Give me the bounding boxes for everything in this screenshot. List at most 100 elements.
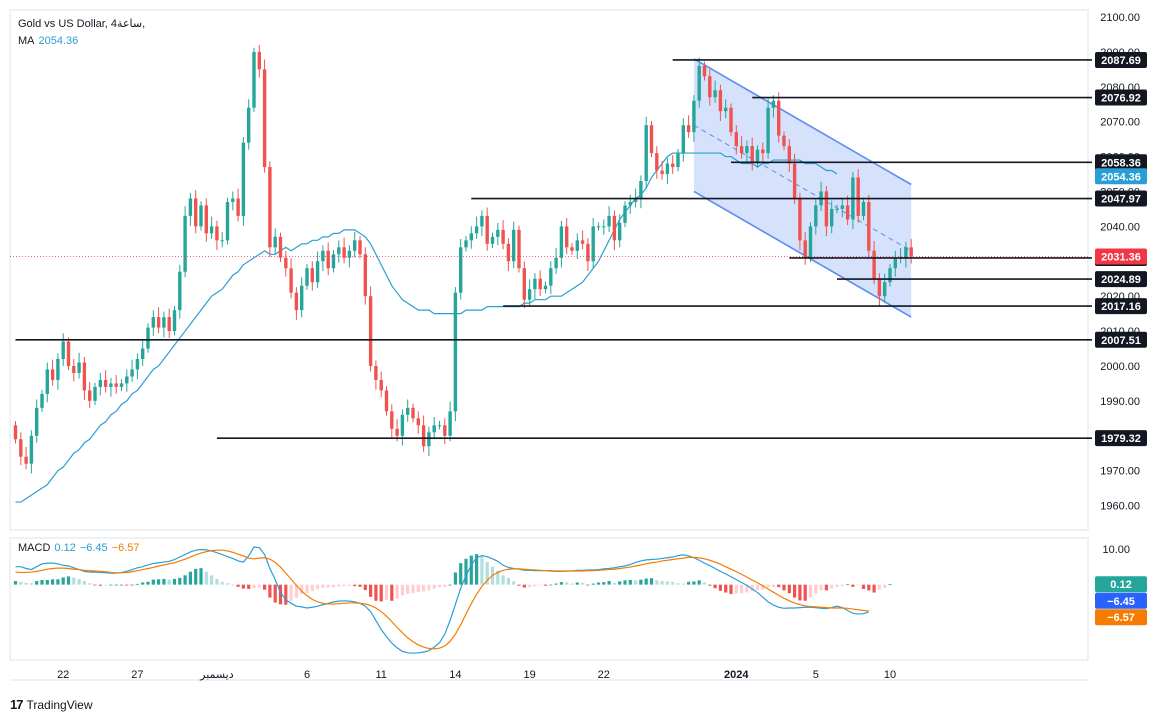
macd-hist-bar <box>432 584 436 589</box>
candle <box>803 231 807 265</box>
candle-body <box>888 268 892 283</box>
macd-hist-bar <box>628 579 632 585</box>
macd-hist-bar <box>623 580 627 585</box>
candle <box>602 219 606 235</box>
candle-body <box>480 215 484 227</box>
candle <box>501 220 505 250</box>
candle-body <box>570 247 574 251</box>
candle-body <box>761 149 765 154</box>
candle <box>125 369 129 392</box>
candle <box>660 160 664 180</box>
candle-body <box>305 268 309 286</box>
time-tick-label: 10 <box>884 669 896 681</box>
candle <box>527 279 532 306</box>
horizontal-levels[interactable] <box>10 59 1092 439</box>
candle-body <box>321 250 325 262</box>
macd-label: MACD <box>18 542 51 554</box>
symbol-title[interactable]: Gold vs US Dollar, 4ساعة, <box>18 18 146 30</box>
candle <box>421 415 426 452</box>
candle-body <box>209 226 214 234</box>
candle <box>443 418 447 445</box>
candle-body <box>194 198 198 227</box>
candle <box>315 251 320 288</box>
candle-body <box>130 369 134 377</box>
ma-line <box>15 152 838 503</box>
candle-body <box>580 240 585 244</box>
tradingview-branding[interactable]: 17 TradingView <box>10 697 93 712</box>
macd-hist-bar <box>310 584 314 592</box>
level-badge: 1979.32 <box>1095 430 1147 447</box>
macd-hist-bar <box>257 584 261 588</box>
macd-hist-bar <box>130 584 134 586</box>
candle <box>681 118 685 162</box>
macd-hist-bar <box>718 584 722 591</box>
macd-hist-bar <box>740 584 744 594</box>
candle <box>676 148 680 172</box>
candle-body <box>358 240 362 255</box>
candle <box>702 61 707 81</box>
macd-hist-bar <box>634 580 638 585</box>
macd-badge: 0.12 <box>1095 576 1147 593</box>
macd-hist-bar <box>708 584 712 586</box>
macd-hist-bar <box>51 579 55 585</box>
candle <box>411 403 415 423</box>
candle <box>485 207 489 251</box>
candle-body <box>416 418 420 426</box>
candle <box>167 308 171 339</box>
macd-hist-bar <box>167 579 171 585</box>
macd-hist-bar <box>29 583 33 585</box>
candle-body <box>188 198 193 216</box>
candle-body <box>13 425 18 440</box>
price-tick-label: 1960.00 <box>1100 501 1140 513</box>
macd-hist-bar <box>204 571 208 585</box>
macd-hist-bar <box>331 584 336 588</box>
candle <box>374 360 378 390</box>
candle <box>798 192 802 251</box>
level-badge-bg <box>1095 331 1147 348</box>
price-channel <box>693 58 912 318</box>
candle-body <box>612 215 617 241</box>
macd-signal-line <box>15 549 869 650</box>
candle <box>178 264 182 319</box>
candle-body <box>718 90 723 112</box>
candle <box>533 273 537 299</box>
candlestick-series[interactable] <box>13 44 913 474</box>
macd-hist-bar <box>194 568 198 585</box>
ma-legend[interactable]: MA 2054.36 <box>18 35 78 47</box>
candle <box>771 95 776 118</box>
macd-hist-bar <box>406 584 410 594</box>
candle-body <box>702 65 707 77</box>
macd-hist-bar <box>480 555 484 585</box>
macd-hist-bar <box>220 581 224 585</box>
candle-body <box>241 142 246 216</box>
candle <box>549 261 553 295</box>
candle-body <box>109 383 113 387</box>
candle-body <box>199 205 203 227</box>
candle <box>162 311 166 338</box>
level-badge: 2047.97 <box>1095 190 1147 207</box>
macd-hist-bar <box>400 584 404 596</box>
macd-hist-bar <box>13 581 18 585</box>
candle-body <box>368 296 373 366</box>
macd-hist-bar <box>215 578 219 585</box>
candle-body <box>353 240 357 251</box>
candle <box>379 371 383 398</box>
macd-hist-bar <box>337 584 341 587</box>
macd-hist-bar <box>141 582 145 585</box>
macd-hist-bar <box>114 584 118 586</box>
macd-hist-bar <box>188 571 192 585</box>
candle <box>247 99 251 150</box>
price-grid <box>9 9 1089 681</box>
candle-body <box>766 107 770 154</box>
macd-hist-bar <box>888 584 892 586</box>
macd-hist-bar <box>231 584 235 586</box>
macd-pane-border <box>9 537 1089 661</box>
candle-body <box>156 317 161 328</box>
candle <box>888 264 892 287</box>
candle-body <box>19 439 23 457</box>
macd-legend[interactable]: MACD 0.12 −6.45 −6.57 <box>18 542 140 554</box>
time-axis[interactable]: 22 27 ديسمبر 6 11 14 19 22 2024 5 10 <box>57 669 896 681</box>
candle <box>570 243 574 255</box>
macd-hist-bar <box>824 584 828 591</box>
